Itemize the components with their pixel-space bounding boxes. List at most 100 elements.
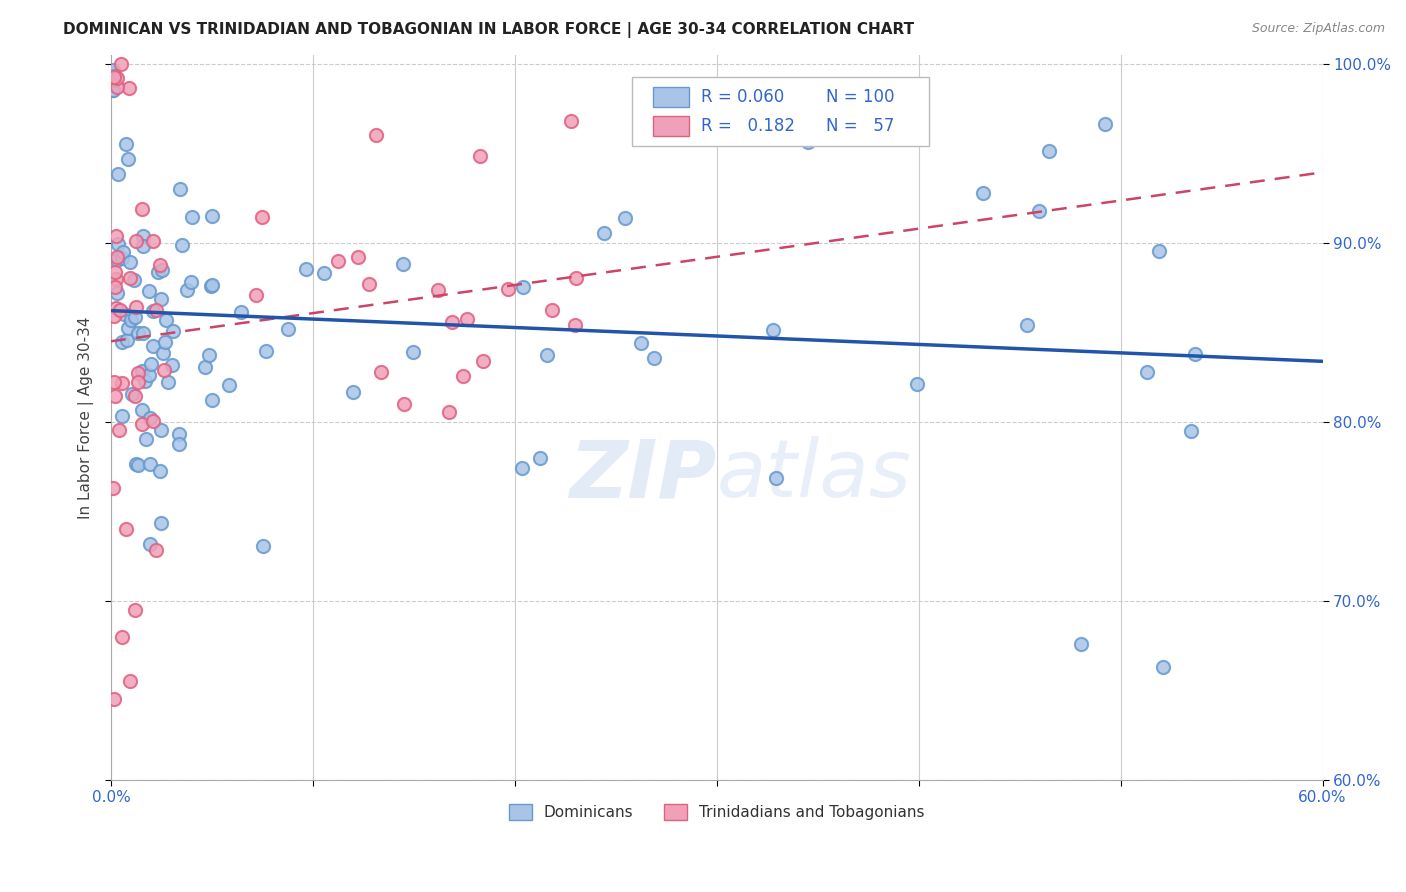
Point xyxy=(167,437,190,451)
Point xyxy=(194,359,217,374)
Point xyxy=(176,283,198,297)
Point xyxy=(103,72,125,87)
Point xyxy=(560,114,582,128)
Point xyxy=(103,375,125,389)
Point xyxy=(105,250,128,264)
Point xyxy=(907,377,929,392)
Point xyxy=(118,81,141,95)
Point xyxy=(394,397,416,411)
Text: R = 0.060: R = 0.060 xyxy=(702,87,785,105)
Point xyxy=(765,471,787,485)
Text: R =   0.182: R = 0.182 xyxy=(702,117,794,135)
Text: ZIP: ZIP xyxy=(569,436,717,515)
Point xyxy=(105,80,128,95)
Point xyxy=(122,273,145,287)
Point xyxy=(103,70,125,85)
Point xyxy=(564,318,586,333)
Point xyxy=(142,304,165,318)
Point xyxy=(111,630,134,644)
Point xyxy=(326,254,349,268)
Legend: Dominicans, Trinidadians and Tobagonians: Dominicans, Trinidadians and Tobagonians xyxy=(503,798,931,826)
Point xyxy=(160,359,183,373)
Point xyxy=(1184,346,1206,360)
Point xyxy=(536,348,558,362)
Point xyxy=(134,374,156,388)
Point xyxy=(200,279,222,293)
Point xyxy=(110,57,132,71)
Point xyxy=(101,83,124,97)
Point xyxy=(762,323,785,337)
Point xyxy=(103,69,125,83)
Point xyxy=(149,464,172,478)
Point xyxy=(441,315,464,329)
Point xyxy=(169,182,191,196)
Point xyxy=(124,234,146,248)
Point xyxy=(364,128,387,143)
Point xyxy=(1180,424,1202,438)
Point xyxy=(115,522,138,536)
Point xyxy=(150,423,173,437)
Point xyxy=(127,375,149,389)
Point xyxy=(132,326,155,341)
Point xyxy=(370,365,392,379)
Point xyxy=(468,149,491,163)
Point xyxy=(1147,244,1170,259)
Point xyxy=(312,266,335,280)
Bar xyxy=(652,87,689,107)
Text: DOMINICAN VS TRINIDADIAN AND TOBAGONIAN IN LABOR FORCE | AGE 30-34 CORRELATION C: DOMINICAN VS TRINIDADIAN AND TOBAGONIAN … xyxy=(63,22,914,38)
Point xyxy=(512,460,534,475)
Point xyxy=(201,278,224,293)
Point xyxy=(643,351,665,365)
Point xyxy=(120,313,142,327)
Point xyxy=(104,301,127,315)
Point xyxy=(142,339,165,353)
Point xyxy=(111,251,134,265)
Point xyxy=(456,312,478,326)
Point xyxy=(124,602,146,616)
Point xyxy=(101,66,124,80)
Point xyxy=(139,537,162,551)
Point xyxy=(592,226,614,240)
Point xyxy=(135,432,157,446)
Point xyxy=(139,410,162,425)
Point xyxy=(111,334,134,349)
Text: atlas: atlas xyxy=(717,436,911,515)
Point xyxy=(117,320,139,334)
Point xyxy=(145,543,167,558)
Point xyxy=(139,358,162,372)
Point xyxy=(124,310,146,324)
Point xyxy=(498,282,520,296)
Point xyxy=(218,377,240,392)
Point xyxy=(614,211,637,225)
Point xyxy=(124,389,146,403)
Point xyxy=(138,368,160,383)
Point xyxy=(529,450,551,465)
Point xyxy=(1028,203,1050,218)
Point xyxy=(972,186,994,201)
Point xyxy=(112,307,135,321)
Point xyxy=(107,167,129,181)
Point xyxy=(180,275,202,289)
Point xyxy=(229,305,252,319)
Point xyxy=(118,255,141,269)
Point xyxy=(170,237,193,252)
Point xyxy=(149,258,172,272)
Point xyxy=(104,265,127,279)
Point xyxy=(565,270,588,285)
Point xyxy=(150,293,173,307)
Point xyxy=(138,284,160,298)
Point xyxy=(181,211,204,225)
Point xyxy=(797,135,820,149)
Point xyxy=(131,202,153,216)
Point xyxy=(115,333,138,347)
Point xyxy=(118,674,141,689)
Point xyxy=(155,313,177,327)
Point xyxy=(104,271,127,285)
Point xyxy=(437,405,460,419)
Point xyxy=(108,424,131,438)
Point xyxy=(1152,660,1174,674)
Text: N =   57: N = 57 xyxy=(825,117,894,135)
Point xyxy=(156,375,179,389)
Point xyxy=(541,302,564,317)
FancyBboxPatch shape xyxy=(631,77,929,145)
